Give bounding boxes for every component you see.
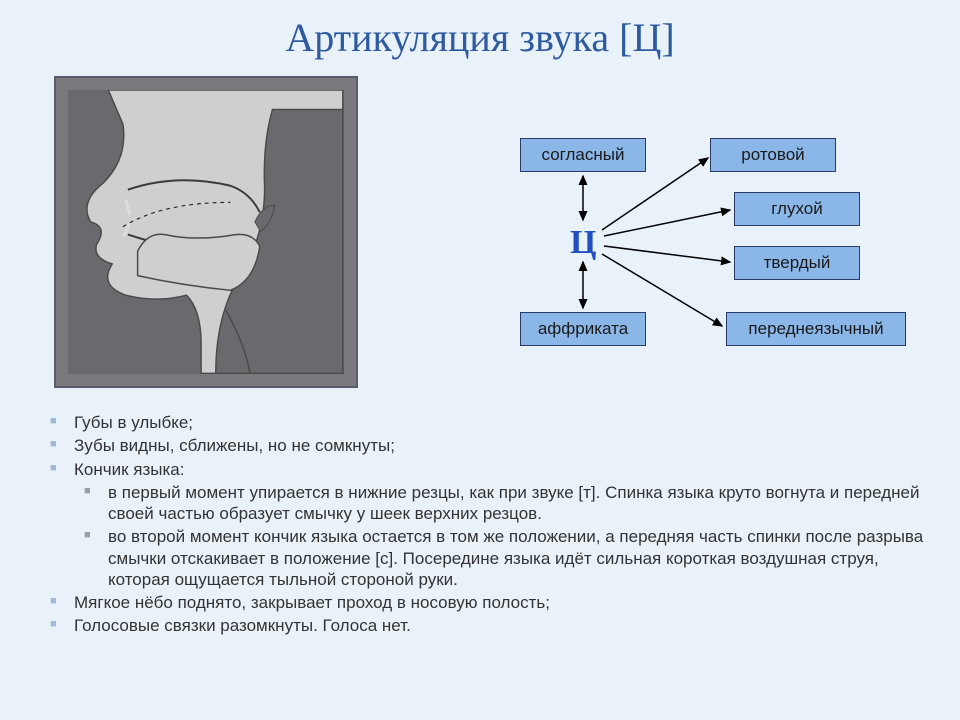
bullet-item: Голосовые связки разомкнуты. Голоса нет. bbox=[40, 615, 930, 636]
bullet-subitem: во второй момент кончик языка остается в… bbox=[74, 526, 930, 590]
page-title: Артикуляция звука [Ц] bbox=[0, 14, 960, 61]
bullet-item: Зубы видны, сближены, но не сомкнуты; bbox=[40, 435, 930, 456]
description-content: Губы в улыбке; Зубы видны, сближены, но н… bbox=[40, 412, 930, 639]
bullet-text: Кончик языка: bbox=[74, 460, 184, 479]
bullet-sublist: в первый момент упирается в нижние резцы… bbox=[74, 482, 930, 590]
bullet-subitem: в первый момент упирается в нижние резцы… bbox=[74, 482, 930, 525]
bullet-text: Губы в улыбке; bbox=[74, 413, 193, 432]
bullet-item: Мягкое нёбо поднято, закрывает проход в … bbox=[40, 592, 930, 613]
articulation-profile-inner bbox=[68, 90, 344, 373]
diagram-arrows bbox=[464, 120, 934, 368]
bullet-item: Кончик языка: в первый момент упирается в… bbox=[40, 459, 930, 591]
properties-diagram: Ц согласный аффриката ротовой глухой тве… bbox=[464, 120, 934, 368]
bullet-text: в первый момент упирается в нижние резцы… bbox=[108, 483, 919, 523]
bullet-text: Зубы видны, сближены, но не сомкнуты; bbox=[74, 436, 395, 455]
sagittal-svg bbox=[68, 90, 344, 373]
bullet-text: во второй момент кончик языка остается в… bbox=[108, 527, 923, 589]
articulation-profile bbox=[54, 76, 358, 388]
bullet-item: Губы в улыбке; bbox=[40, 412, 930, 433]
bullet-list: Губы в улыбке; Зубы видны, сближены, но н… bbox=[40, 412, 930, 637]
bullet-text: Голосовые связки разомкнуты. Голоса нет. bbox=[74, 616, 411, 635]
bullet-text: Мягкое нёбо поднято, закрывает проход в … bbox=[74, 593, 550, 612]
